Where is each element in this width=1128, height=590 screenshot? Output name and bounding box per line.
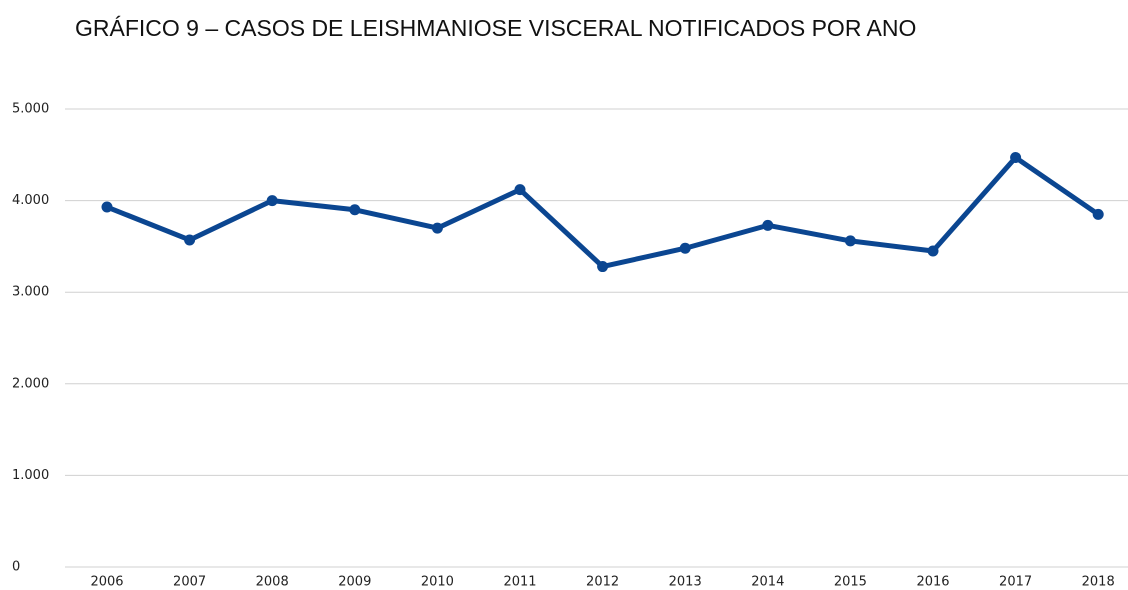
x-tick-label: 2012 <box>586 575 619 590</box>
point <box>679 242 691 254</box>
y-tick-label: 5.000 <box>12 102 49 117</box>
point <box>762 219 774 231</box>
point <box>431 222 443 234</box>
y-tick-label: 4.000 <box>12 193 49 208</box>
point <box>844 235 856 247</box>
x-tick-label: 2014 <box>751 575 784 590</box>
y-tick-label: 1.000 <box>12 468 49 483</box>
x-tick-label: 2008 <box>256 575 289 590</box>
x-tick-label: 2016 <box>916 575 949 590</box>
x-tick-label: 2018 <box>1082 575 1115 590</box>
y-tick-label: 0 <box>12 560 20 575</box>
x-tick-label: 2011 <box>503 575 536 590</box>
chart-title: GRÁFICO 9 – CASOS DE LEISHMANIOSE VISCER… <box>75 15 916 41</box>
y-tick-label: 2.000 <box>12 376 49 391</box>
point <box>927 245 939 257</box>
line <box>106 155 1100 270</box>
x-tick-label: 2015 <box>834 575 867 590</box>
point <box>349 204 361 216</box>
point <box>101 201 113 213</box>
x-tick-label: 2010 <box>421 575 454 590</box>
x-tick-label: 2007 <box>173 575 206 590</box>
point <box>1010 152 1022 164</box>
x-tick-label: 2006 <box>90 575 123 590</box>
point <box>266 195 278 207</box>
point <box>597 261 609 273</box>
x-tick-label: 2013 <box>669 575 702 590</box>
point <box>514 184 526 196</box>
point <box>184 234 196 246</box>
x-tick-label: 2009 <box>338 575 371 590</box>
point <box>1092 208 1104 220</box>
y-tick-label: 3.000 <box>12 285 49 300</box>
x-tick-label: 2017 <box>999 575 1032 590</box>
